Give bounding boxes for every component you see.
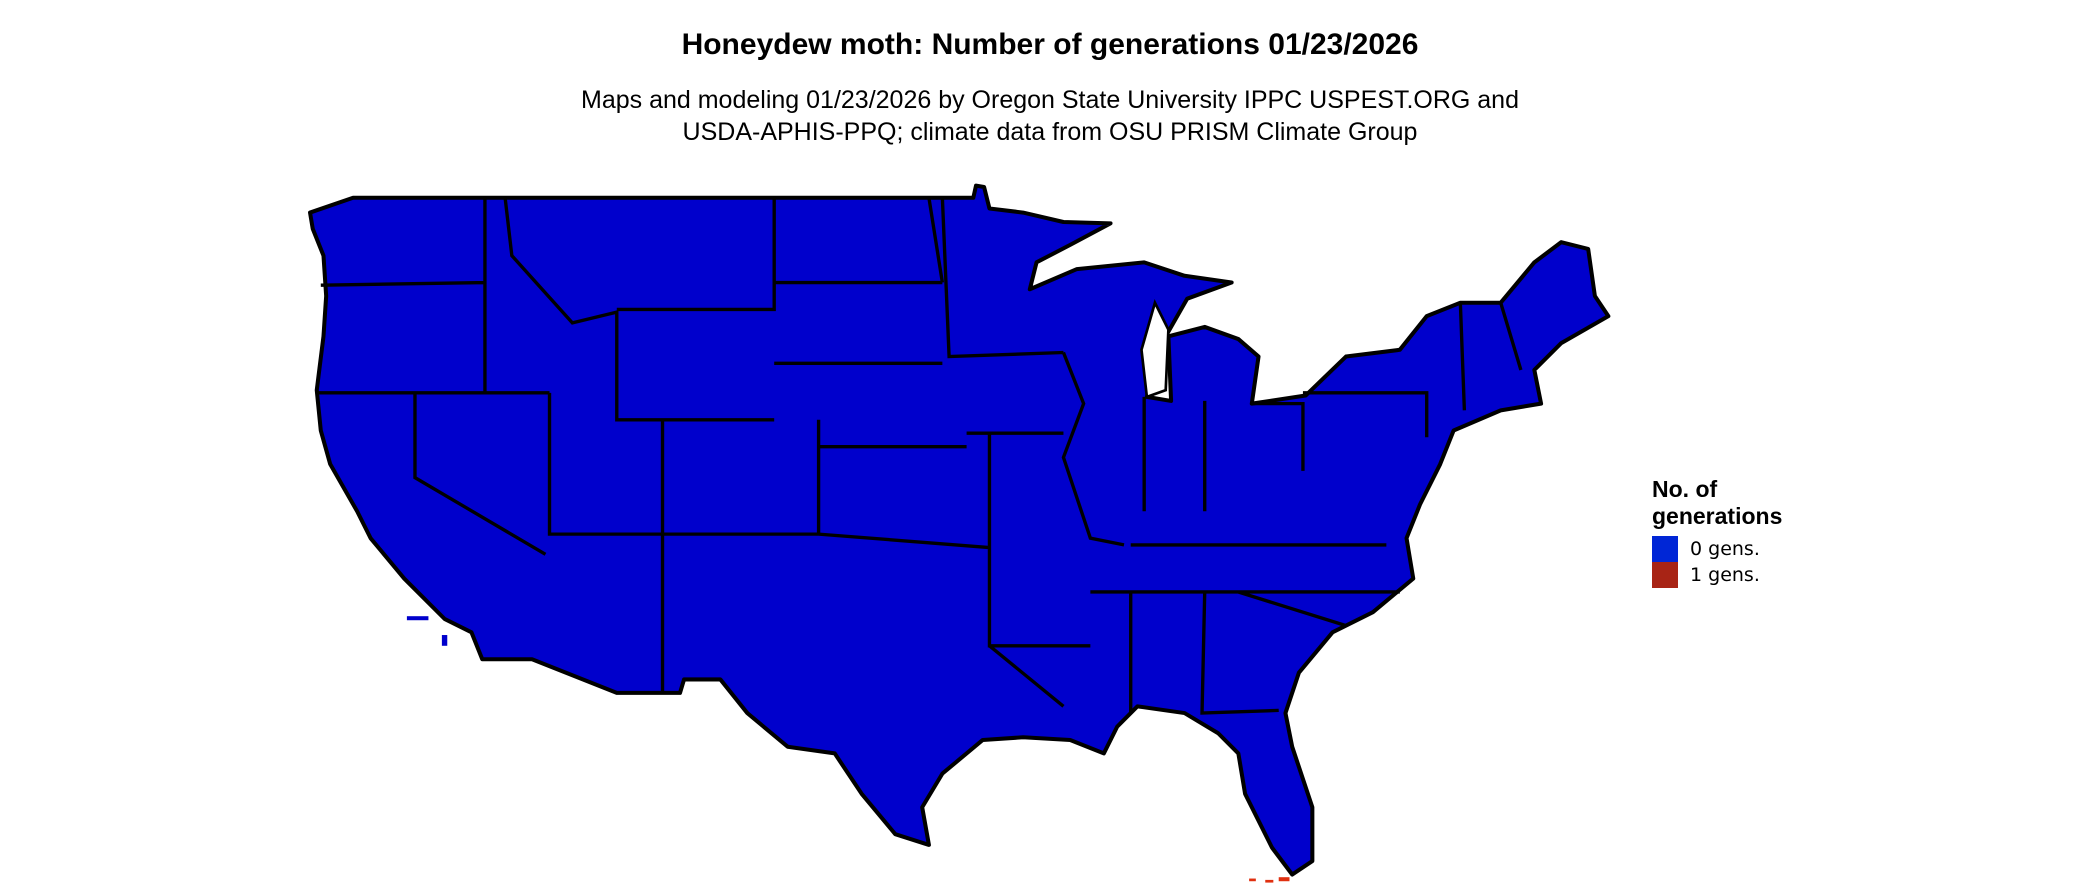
florida-keys-one-gen — [1249, 877, 1290, 883]
legend-label: 0 gens. — [1690, 538, 1760, 560]
map-title: Honeydew moth: Number of generations 01/… — [681, 28, 1419, 61]
channel-islands — [406, 616, 448, 646]
subtitle-line-1: Maps and modeling 01/23/2026 by Oregon S… — [581, 86, 1519, 114]
subtitle-line-2: USDA-APHIS-PPQ; climate data from OSU PR… — [682, 118, 1418, 146]
legend-label: 1 gens. — [1690, 564, 1760, 586]
us-outline — [308, 183, 1611, 877]
legend-swatch-blue — [1652, 536, 1678, 562]
legend: No. of generations 0 gens. 1 gens. — [1652, 476, 1782, 588]
legend-swatch-red — [1652, 562, 1678, 588]
legend-item-0-gens: 0 gens. — [1652, 536, 1782, 562]
legend-title-1: No. of — [1652, 476, 1718, 502]
lake-michigan — [1140, 299, 1170, 399]
state-borders — [316, 197, 1523, 715]
legend-title-2: generations — [1652, 503, 1783, 529]
map-subtitle: Maps and modeling 01/23/2026 by Oregon S… — [0, 84, 2100, 148]
legend-item-1-gens: 1 gens. — [1652, 562, 1782, 588]
